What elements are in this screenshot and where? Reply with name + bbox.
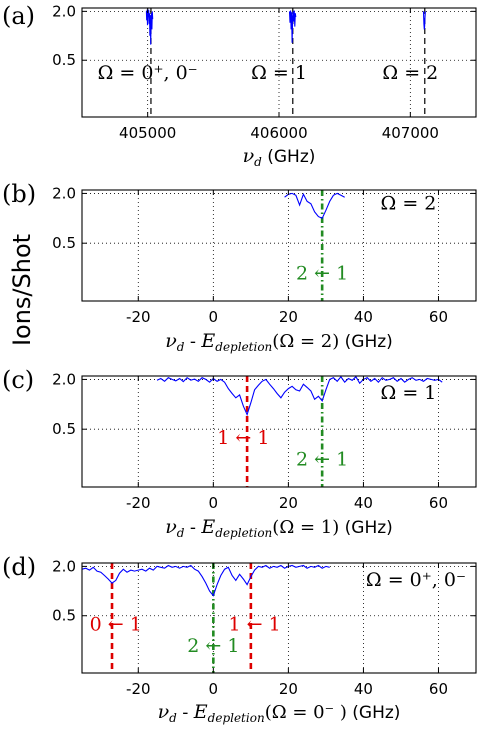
panel-d-xtick-label: 0 bbox=[209, 680, 219, 698]
panel-a-xaxis-label: νd (GHz) bbox=[243, 145, 316, 169]
panel-a-label: (a) bbox=[2, 2, 35, 30]
panel-b-ytick-label: 2.0 bbox=[52, 184, 76, 202]
panel-d-series-0 bbox=[81, 564, 330, 597]
panel-c: -20 0 20 40 60 2.0 0.5 1 ← 1 2 ← 1 Ω = 1 (c) νd - E… bbox=[2, 366, 477, 540]
panel-a-annotation: Ω = 0⁺, 0⁻ bbox=[98, 62, 198, 84]
panel-c-xtick-label: -20 bbox=[126, 494, 151, 512]
panel-c-xtick-label: 60 bbox=[429, 494, 448, 512]
panel-c-annotation: Ω = 1 bbox=[381, 382, 437, 404]
panel-d-annotation: 1 ← 1 bbox=[229, 614, 281, 636]
panel-a-ytick-label: 2.0 bbox=[52, 2, 76, 20]
panel-a-ytick-label: 0.5 bbox=[52, 51, 76, 69]
panel-b-xtick-label: -20 bbox=[126, 308, 151, 326]
panel-b-xaxis-label: νd - Edepletion(Ω = 2) (GHz) bbox=[165, 330, 393, 354]
panel-a: 405000 406000 407000 2.0 0.5 Ω = 0⁺, 0⁻ Ω = 1 Ω… bbox=[2, 2, 477, 169]
panel-a-xtick-label: 406000 bbox=[250, 124, 307, 142]
panel-b-annotation: 2 ← 1 bbox=[296, 263, 348, 285]
panel-a-series-1 bbox=[288, 10, 297, 43]
panel-b-frame bbox=[81, 189, 477, 302]
panel-b-ytick-label: 0.5 bbox=[52, 234, 76, 252]
panel-d-xaxis-label: νd - Edepletion(Ω = 0⁻ ) (GHz) bbox=[158, 701, 401, 725]
panel-b-annotation: Ω = 2 bbox=[381, 193, 437, 215]
panel-a-series-2 bbox=[422, 11, 426, 30]
panel-c-label: (c) bbox=[2, 366, 34, 394]
panel-d-label: (d) bbox=[2, 553, 36, 581]
panel-b-xtick-label: 60 bbox=[429, 308, 448, 326]
panel-b-xtick-label: 40 bbox=[354, 308, 373, 326]
panel-c-series-0 bbox=[156, 375, 443, 417]
panel-d-ytick-label: 0.5 bbox=[52, 607, 76, 625]
panel-c-frame bbox=[81, 375, 477, 488]
panel-b-series-0 bbox=[284, 192, 345, 220]
panel-d-xtick-label: -20 bbox=[126, 680, 151, 698]
y-axis-label: Ions/Shot bbox=[8, 234, 36, 346]
panel-c-xtick-label: 0 bbox=[209, 494, 219, 512]
panel-c-xtick-label: 40 bbox=[354, 494, 373, 512]
panel-a-annotation: Ω = 1 bbox=[251, 62, 307, 84]
panel-c-annotation: 1 ← 1 bbox=[217, 427, 269, 449]
panel-a-series-0 bbox=[145, 9, 154, 45]
panel-b-xtick-label: 0 bbox=[209, 308, 219, 326]
panel-a-xtick-label: 405000 bbox=[119, 124, 176, 142]
panel-b: -20 0 20 40 60 2.0 0.5 2 ← 1 Ω = 2 (b) νd - Edeple… bbox=[2, 180, 477, 354]
panel-c-xtick-label: 20 bbox=[279, 494, 298, 512]
panel-a-xtick-label: 407000 bbox=[382, 124, 439, 142]
panel-a-annotation: Ω = 2 bbox=[382, 62, 438, 84]
panel-b-xtick-label: 20 bbox=[279, 308, 298, 326]
panel-d-annotation: 0 ← 1 bbox=[90, 614, 142, 636]
panel-d-xtick-label: 40 bbox=[354, 680, 373, 698]
panel-c-ytick-label: 2.0 bbox=[52, 370, 76, 388]
panel-d-annotation: 2 ← 1 bbox=[187, 635, 239, 657]
panel-c-xaxis-label: νd - Edepletion(Ω = 1) (GHz) bbox=[165, 516, 393, 540]
panel-c-ytick-label: 0.5 bbox=[52, 420, 76, 438]
panel-d-annotation: Ω = 0⁺, 0⁻ bbox=[366, 569, 466, 591]
panel-b-label: (b) bbox=[2, 180, 36, 208]
panel-d-frame bbox=[81, 562, 477, 674]
panel-d-ytick-label: 2.0 bbox=[52, 557, 76, 575]
panel-d-xtick-label: 20 bbox=[279, 680, 298, 698]
panel-d-xtick-label: 60 bbox=[429, 680, 448, 698]
panel-d: -20 0 20 40 60 2.0 0.5 0 ← 1 2 ← 11 ← 1 Ω = 0⁺, 0… bbox=[2, 553, 477, 725]
panel-c-annotation: 2 ← 1 bbox=[296, 449, 348, 471]
